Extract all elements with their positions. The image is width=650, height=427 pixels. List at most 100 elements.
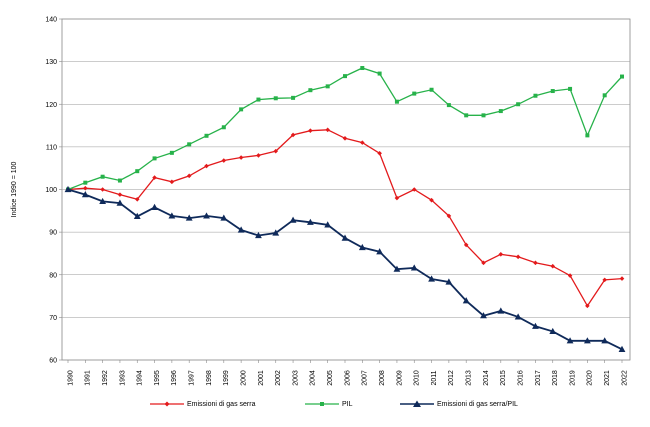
x-tick-label: 1998 (206, 370, 213, 386)
data-point (377, 71, 382, 76)
data-point (152, 175, 157, 180)
data-point (221, 125, 226, 130)
series-group (64, 66, 626, 352)
x-tick-label: 2021 (604, 370, 611, 386)
data-point (583, 337, 591, 344)
y-tick-label: 120 (45, 102, 57, 109)
legend-label-emissioni: Emissioni di gas serra (187, 400, 256, 408)
x-tick-label: 2007 (362, 370, 369, 386)
data-point (549, 327, 557, 335)
legend-label-pil: PIL (342, 400, 353, 408)
x-tick-label: 1996 (171, 370, 178, 386)
data-point (412, 91, 417, 96)
data-point (342, 136, 348, 141)
data-point (567, 273, 573, 278)
y-axis-label: Indice 1990 = 100 (11, 161, 18, 217)
y-tick-label: 100 (45, 187, 57, 194)
data-point (117, 192, 123, 197)
series-3 (64, 185, 626, 352)
gridlines (59, 18, 630, 363)
data-point (306, 218, 314, 225)
data-point (445, 278, 453, 285)
data-point (204, 163, 209, 169)
legend-swatch-emissioni (150, 400, 184, 408)
data-point (255, 231, 262, 239)
data-point (99, 197, 107, 205)
x-tick-label: 2014 (483, 370, 490, 386)
y-tick-label: 80 (49, 272, 57, 279)
x-tick-label: 1995 (154, 370, 161, 386)
data-point (376, 248, 384, 255)
x-tick-label: 1992 (102, 370, 109, 386)
data-point (324, 221, 332, 228)
y-tick-labels: 60 70 80 90 100 110 120 130 140 (45, 17, 57, 365)
data-point (100, 174, 105, 179)
x-tick-label: 1994 (137, 370, 144, 386)
data-point (585, 303, 590, 309)
x-tick-label: 2003 (292, 370, 299, 386)
data-point (394, 99, 399, 104)
data-point (203, 212, 210, 219)
data-point (568, 86, 573, 91)
x-tick-label: 2000 (240, 370, 247, 386)
data-point (325, 84, 330, 89)
data-point (273, 96, 278, 101)
data-point (533, 93, 538, 98)
data-point (429, 87, 434, 92)
data-point (290, 132, 296, 138)
data-point (325, 127, 330, 133)
data-point (117, 178, 122, 183)
legend-swatch-pil (305, 400, 339, 408)
data-point (116, 199, 124, 206)
x-tick-label: 1993 (119, 370, 126, 386)
data-point (308, 128, 313, 133)
x-tick-label: 2004 (310, 370, 317, 386)
data-point (446, 103, 451, 108)
data-point (273, 148, 279, 154)
x-tick-label: 2013 (466, 370, 473, 386)
series-1 (65, 127, 625, 309)
x-tick-label: 1997 (189, 370, 196, 386)
x-tick-label: 1990 (67, 370, 74, 386)
data-point (498, 109, 503, 114)
x-tick-label: 2012 (448, 370, 455, 386)
data-point (620, 74, 624, 79)
x-tick-label: 2006 (344, 370, 351, 386)
data-point (377, 150, 382, 156)
data-point (134, 197, 140, 202)
data-point (618, 345, 626, 352)
x-tick-label: 2019 (569, 370, 576, 386)
data-point (446, 213, 452, 219)
data-point (481, 260, 486, 266)
legend-item-pil: PIL (305, 400, 353, 408)
data-point (566, 337, 574, 344)
data-point (186, 173, 192, 179)
data-point (429, 197, 434, 203)
data-point (168, 212, 176, 219)
data-point (169, 179, 175, 185)
data-point (64, 185, 72, 193)
data-point (100, 187, 105, 192)
data-point (514, 313, 522, 320)
x-tick-label: 2009 (396, 370, 403, 386)
legend-label-rapporto: Emissioni di gas serra/PIL (437, 400, 518, 408)
data-point (532, 322, 539, 329)
data-point (151, 203, 158, 211)
y-tick-label: 90 (49, 230, 57, 237)
data-point (411, 187, 417, 192)
data-point (464, 113, 469, 118)
data-point (256, 97, 261, 102)
data-point (601, 337, 609, 344)
data-point (480, 312, 487, 319)
data-point (237, 226, 245, 233)
data-point (360, 66, 365, 71)
x-tick-label: 2017 (535, 370, 542, 386)
x-tick-label: 1999 (223, 370, 230, 386)
data-point (83, 185, 88, 191)
data-point (462, 297, 470, 304)
x-tick-labels: 1990 1991 1992 1993 1994 1995 1996 1997 1998 1999… (67, 370, 628, 386)
data-point (81, 191, 89, 198)
data-point (515, 254, 521, 260)
data-point (308, 88, 313, 93)
data-point (272, 229, 280, 236)
